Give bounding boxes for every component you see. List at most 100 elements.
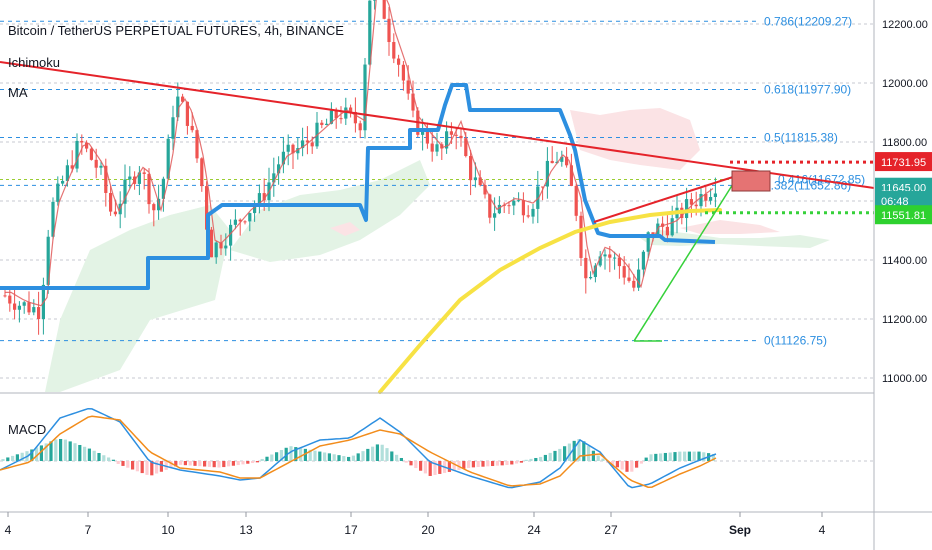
candle-body (622, 266, 626, 278)
time-tick-label: 7 (85, 523, 92, 537)
macd-histogram-bar (255, 461, 259, 463)
candle-body (56, 183, 60, 202)
macd-histogram-bar (313, 450, 317, 461)
candle-body (694, 204, 698, 207)
macd-histogram-bar (558, 448, 562, 461)
candle-body (406, 80, 410, 94)
macd-label[interactable]: MACD (8, 422, 46, 437)
macd-histogram-bar (414, 461, 418, 469)
candle-body (272, 173, 276, 183)
macd-histogram-bar (164, 461, 168, 470)
indicator-lines (0, 0, 722, 394)
macd-histogram-bar (193, 461, 197, 466)
candle-body (598, 256, 602, 266)
time-tick-label: 24 (527, 523, 541, 537)
macd-line (0, 407, 717, 489)
candle-body (320, 122, 324, 125)
macd-histogram-bar (87, 448, 91, 461)
macd-histogram-bar (524, 459, 528, 461)
macd-histogram-bar (347, 456, 351, 461)
macd-histogram-bar (663, 452, 667, 461)
cloud-area (45, 205, 230, 392)
candle-body (521, 200, 525, 216)
macd-histogram-bar (687, 451, 691, 461)
macd-histogram-bar (30, 449, 34, 461)
indicator-ichimoku-label[interactable]: Ichimoku (8, 55, 60, 70)
time-tick-label: 20 (421, 523, 435, 537)
candle-body (646, 232, 650, 252)
green-support-line (633, 175, 739, 342)
macd-histogram-bar (188, 461, 192, 466)
macd-histogram-bar (668, 452, 672, 461)
candle-body (75, 140, 79, 169)
candle-body (224, 245, 228, 249)
candle-body (94, 159, 98, 168)
candle-body (545, 160, 549, 187)
macd-histogram-bar (587, 446, 591, 461)
macd-histogram-bar (409, 461, 413, 466)
macd-histogram-bar (659, 453, 663, 461)
candle-body (219, 242, 223, 249)
price-tick-label: 11400.00 (882, 255, 927, 267)
candle-body (560, 156, 564, 162)
trend-drawings (0, 61, 875, 342)
candle-body (128, 176, 132, 180)
candle-body (233, 219, 237, 225)
macd-histogram-bar (327, 453, 331, 461)
candle-body (281, 151, 285, 165)
candle-body (637, 269, 641, 288)
macd-histogram-bar (567, 443, 571, 461)
candle-body (608, 254, 612, 258)
time-tick-label: 17 (344, 523, 358, 537)
indicator-ma-label[interactable]: MA (8, 85, 28, 100)
candle-body (584, 257, 588, 279)
candle-body (425, 128, 429, 144)
macd-histogram-bar (697, 451, 701, 461)
time-tick-label: 27 (604, 523, 618, 537)
candle-body (65, 165, 69, 181)
macd-histogram-bar (683, 451, 687, 461)
macd-histogram-bar (279, 450, 283, 461)
candle-body (89, 148, 93, 160)
candle-body (574, 185, 578, 216)
candle-body (22, 302, 26, 306)
macd-histogram-bar (500, 461, 504, 466)
fib-level-label: 0.786(12209.27) (764, 14, 852, 28)
candle-body (445, 131, 449, 149)
macd-histogram-bar (395, 454, 399, 461)
macd-histogram-bar (63, 439, 67, 461)
candle-body (349, 107, 353, 112)
macd-histogram-bar (572, 440, 576, 461)
macd-histogram-bar (270, 454, 274, 461)
candle-body (493, 213, 497, 218)
macd-histogram-bar (140, 461, 144, 474)
fibonacci-levels: 0.86(12311.19)0.786(12209.27)0.618(11977… (0, 14, 865, 348)
macd-histogram-bar (476, 461, 480, 468)
macd-histogram-bar (553, 450, 557, 461)
candle-body (305, 140, 309, 143)
macd-histogram-bar (54, 439, 58, 461)
macd-histogram-bar (438, 461, 442, 474)
candle-body (435, 144, 439, 152)
macd-histogram-bar (543, 454, 547, 461)
macd-histogram-bar (419, 461, 423, 471)
candle-body (214, 242, 218, 258)
macd-histogram-bar (207, 461, 211, 467)
price-label: 11551.81 (881, 210, 926, 222)
time-tick-label: 10 (161, 523, 175, 537)
candle-body (603, 254, 607, 257)
candle-body (709, 196, 713, 201)
macd-histogram-bar (654, 453, 658, 461)
candle-body (142, 172, 146, 174)
candle-body (209, 229, 213, 258)
macd-histogram-bar (289, 446, 293, 461)
macd-histogram-bar (241, 461, 245, 465)
candle-body (46, 236, 50, 285)
macd-histogram-bar (44, 443, 48, 461)
price-label-box (875, 205, 932, 225)
candle-body (488, 194, 492, 218)
candle-body (17, 305, 21, 310)
macd-histogram-bar (59, 439, 63, 461)
